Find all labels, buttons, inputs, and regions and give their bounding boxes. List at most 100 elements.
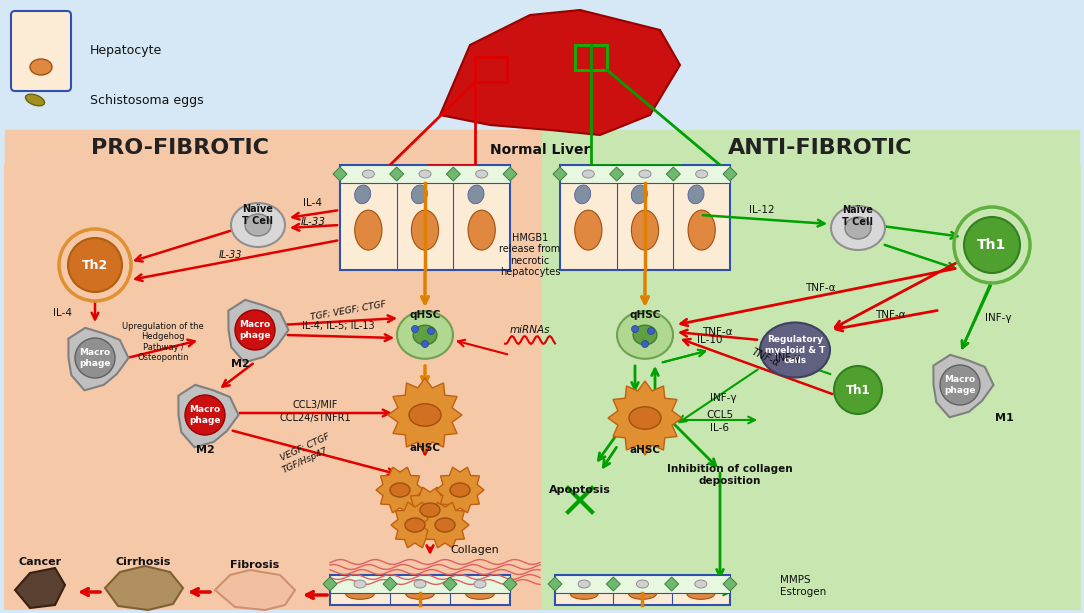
Ellipse shape xyxy=(468,210,495,250)
Text: IL-4: IL-4 xyxy=(304,198,323,208)
Ellipse shape xyxy=(420,503,440,517)
Circle shape xyxy=(940,365,980,405)
Text: miRNAs: miRNAs xyxy=(509,325,551,335)
Ellipse shape xyxy=(575,185,591,204)
Text: IL-6: IL-6 xyxy=(710,423,730,433)
Ellipse shape xyxy=(405,588,435,600)
Text: qHSC: qHSC xyxy=(630,310,660,320)
Ellipse shape xyxy=(687,588,714,600)
Ellipse shape xyxy=(346,588,374,600)
Ellipse shape xyxy=(631,185,647,204)
Text: TNF-α: TNF-α xyxy=(749,347,780,369)
Ellipse shape xyxy=(570,580,586,587)
Bar xyxy=(555,575,730,605)
Ellipse shape xyxy=(575,210,602,250)
Text: Macro
phage: Macro phage xyxy=(79,348,111,368)
FancyBboxPatch shape xyxy=(11,11,70,91)
Circle shape xyxy=(642,340,648,348)
Bar xyxy=(560,165,730,270)
Text: TGF/Hsp47: TGF/Hsp47 xyxy=(281,446,330,474)
Ellipse shape xyxy=(570,588,598,600)
Circle shape xyxy=(185,395,225,435)
Circle shape xyxy=(632,326,638,332)
Ellipse shape xyxy=(413,326,437,345)
Ellipse shape xyxy=(231,203,285,247)
Circle shape xyxy=(834,366,882,414)
Ellipse shape xyxy=(617,311,673,359)
Ellipse shape xyxy=(466,580,482,587)
Ellipse shape xyxy=(405,518,425,532)
Ellipse shape xyxy=(405,580,422,587)
Circle shape xyxy=(68,238,122,292)
Ellipse shape xyxy=(582,170,594,178)
Text: Estrogen: Estrogen xyxy=(780,587,826,597)
Text: ANTI-FIBROTIC: ANTI-FIBROTIC xyxy=(727,138,913,158)
Ellipse shape xyxy=(696,170,708,178)
Ellipse shape xyxy=(638,170,651,178)
Ellipse shape xyxy=(633,326,657,345)
Text: TNF-α: TNF-α xyxy=(875,310,905,320)
Circle shape xyxy=(647,327,655,335)
Text: Macro
phage: Macro phage xyxy=(240,321,271,340)
Polygon shape xyxy=(421,502,469,548)
Text: HMGB1
release from
necrotic
hepatocytes: HMGB1 release from necrotic hepatocytes xyxy=(500,232,560,278)
Text: CCL5: CCL5 xyxy=(707,410,734,420)
Text: M1: M1 xyxy=(995,413,1014,423)
Text: MMPS: MMPS xyxy=(780,575,811,585)
Bar xyxy=(560,165,730,183)
Ellipse shape xyxy=(629,580,645,587)
Ellipse shape xyxy=(354,210,382,250)
Text: IL-10: IL-10 xyxy=(697,335,723,345)
Ellipse shape xyxy=(450,483,470,497)
Ellipse shape xyxy=(420,170,431,178)
Circle shape xyxy=(235,310,275,350)
Polygon shape xyxy=(608,381,682,455)
Text: Regulatory
myeloid & T
cells: Regulatory myeloid & T cells xyxy=(765,335,825,365)
Bar xyxy=(340,165,509,270)
Text: Macro
phage: Macro phage xyxy=(944,375,976,395)
Ellipse shape xyxy=(30,59,52,75)
Ellipse shape xyxy=(346,580,362,587)
Polygon shape xyxy=(391,502,439,548)
Ellipse shape xyxy=(695,580,707,588)
Bar xyxy=(542,130,1079,165)
Bar xyxy=(5,130,542,165)
Circle shape xyxy=(427,327,435,335)
Ellipse shape xyxy=(362,170,374,178)
Text: IL-4; IL-5; IL-13: IL-4; IL-5; IL-13 xyxy=(301,321,374,331)
Text: IL-12: IL-12 xyxy=(749,205,775,215)
Text: Naïve
T Cell: Naïve T Cell xyxy=(243,204,273,226)
Polygon shape xyxy=(179,385,238,447)
Ellipse shape xyxy=(476,170,488,178)
Text: Inhibition of collagen
deposition: Inhibition of collagen deposition xyxy=(667,464,792,485)
Text: aHSC: aHSC xyxy=(410,443,440,453)
Text: CCL3/MIF: CCL3/MIF xyxy=(293,400,338,410)
Ellipse shape xyxy=(466,588,494,600)
Text: Schistosoma eggs: Schistosoma eggs xyxy=(90,94,204,107)
Bar xyxy=(542,165,1079,608)
Polygon shape xyxy=(406,487,454,533)
Text: TGF; VEGF; CTGF: TGF; VEGF; CTGF xyxy=(310,300,387,322)
Ellipse shape xyxy=(354,580,366,588)
Polygon shape xyxy=(440,10,680,135)
Ellipse shape xyxy=(688,185,704,204)
Text: Upregulation of the
Hedgehog
Pathway /
Osteopontin: Upregulation of the Hedgehog Pathway / O… xyxy=(122,322,204,362)
Text: Fibrosis: Fibrosis xyxy=(231,560,280,570)
Polygon shape xyxy=(105,566,183,610)
Bar xyxy=(555,575,730,593)
Ellipse shape xyxy=(414,580,426,588)
Ellipse shape xyxy=(831,206,885,250)
Text: qHSC: qHSC xyxy=(410,310,441,320)
Text: Th2: Th2 xyxy=(82,259,108,272)
Bar xyxy=(5,165,542,608)
Ellipse shape xyxy=(578,580,590,588)
Bar xyxy=(330,575,509,605)
Ellipse shape xyxy=(435,518,455,532)
Polygon shape xyxy=(388,378,462,452)
Text: CCL24/sTNFR1: CCL24/sTNFR1 xyxy=(280,413,351,423)
Ellipse shape xyxy=(409,404,441,426)
Text: IL-33: IL-33 xyxy=(300,217,325,227)
Ellipse shape xyxy=(631,210,659,250)
Circle shape xyxy=(964,217,1020,273)
Text: INF-γ: INF-γ xyxy=(775,353,800,363)
